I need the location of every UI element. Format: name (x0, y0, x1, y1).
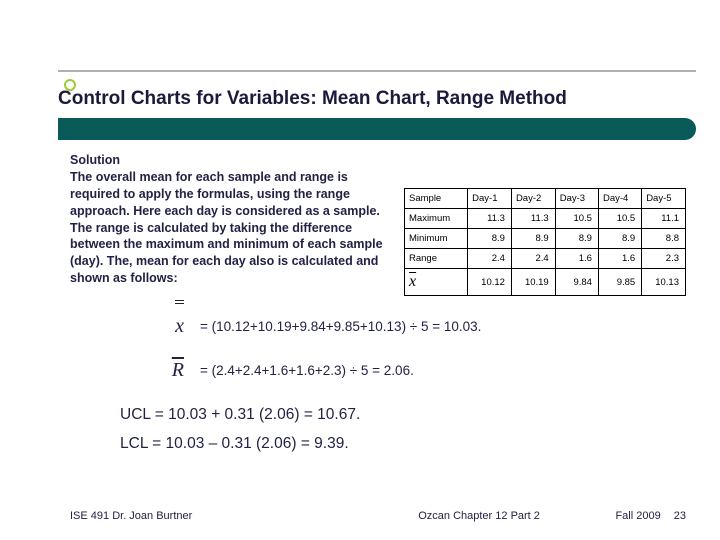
solution-body: The overall mean for each sample and ran… (70, 170, 383, 285)
cell: 9.85 (598, 269, 641, 296)
cell: 10.12 (468, 269, 512, 296)
cell: 10.13 (642, 269, 686, 296)
lcl-line: LCL = 10.03 – 0.31 (2.06) = 9.39. (120, 429, 686, 458)
calculation-lines: x = (10.12+10.19+9.84+9.85+10.13) ÷ 5 = … (70, 306, 686, 390)
xdoublebar-calc: = (10.12+10.19+9.84+9.85+10.13) ÷ 5 = 10… (200, 313, 481, 340)
rbar-symbol: R (70, 350, 190, 390)
col-sample: Sample (405, 189, 468, 209)
row-label: Minimum (405, 229, 468, 249)
row-label: Range (405, 249, 468, 269)
cell: 10.5 (598, 209, 641, 229)
solution-heading: Solution (70, 152, 390, 169)
horizontal-rule (58, 70, 696, 72)
col-day4: Day-4 (598, 189, 641, 209)
slide-title: Control Charts for Variables: Mean Chart… (58, 88, 567, 110)
limit-equations: UCL = 10.03 + 0.31 (2.06) = 10.67. LCL =… (70, 400, 686, 459)
footer-center: Ozcan Chapter 12 Part 2 (343, 510, 616, 522)
cell: 11.3 (511, 209, 555, 229)
cell: 11.1 (642, 209, 686, 229)
col-day2: Day-2 (511, 189, 555, 209)
cell: 1.6 (598, 249, 641, 269)
cell: 10.19 (511, 269, 555, 296)
ucl-line: UCL = 10.03 + 0.31 (2.06) = 10.67. (120, 400, 686, 429)
cell: 8.8 (642, 229, 686, 249)
table-row: Minimum 8.9 8.9 8.9 8.9 8.8 (405, 229, 686, 249)
cell: 8.9 (555, 229, 598, 249)
row-label: Maximum (405, 209, 468, 229)
cell: 1.6 (555, 249, 598, 269)
title-underline-bar (58, 118, 696, 140)
cell: 8.9 (468, 229, 512, 249)
cell: 8.9 (511, 229, 555, 249)
table-header-row: Sample Day-1 Day-2 Day-3 Day-4 Day-5 (405, 189, 686, 209)
rbar-calc: = (2.4+2.4+1.6+1.6+2.3) ÷ 5 = 2.06. (200, 357, 414, 384)
solution-text: Solution The overall mean for each sampl… (70, 152, 390, 296)
table-row: x 10.12 10.19 9.84 9.85 10.13 (405, 269, 686, 296)
cell: 2.3 (642, 249, 686, 269)
cell: 2.4 (468, 249, 512, 269)
footer-left: ISE 491 Dr. Joan Burtner (70, 510, 343, 522)
footer-right: Fall 2009 23 (615, 510, 686, 522)
cell: 10.5 (555, 209, 598, 229)
row-label-xbar: x (405, 269, 468, 296)
page-number: 23 (674, 510, 686, 522)
col-day5: Day-5 (642, 189, 686, 209)
slide-footer: ISE 491 Dr. Joan Burtner Ozcan Chapter 1… (70, 510, 686, 522)
cell: 8.9 (598, 229, 641, 249)
col-day1: Day-1 (468, 189, 512, 209)
cell: 2.4 (511, 249, 555, 269)
xdoublebar-symbol: x (70, 306, 190, 346)
col-day3: Day-3 (555, 189, 598, 209)
data-table: Sample Day-1 Day-2 Day-3 Day-4 Day-5 Max… (404, 188, 686, 296)
cell: 9.84 (555, 269, 598, 296)
table-row: Maximum 11.3 11.3 10.5 10.5 11.1 (405, 209, 686, 229)
cell: 11.3 (468, 209, 512, 229)
footer-term: Fall 2009 (615, 510, 660, 522)
content-area: Solution The overall mean for each sampl… (70, 152, 686, 459)
table-row: Range 2.4 2.4 1.6 1.6 2.3 (405, 249, 686, 269)
